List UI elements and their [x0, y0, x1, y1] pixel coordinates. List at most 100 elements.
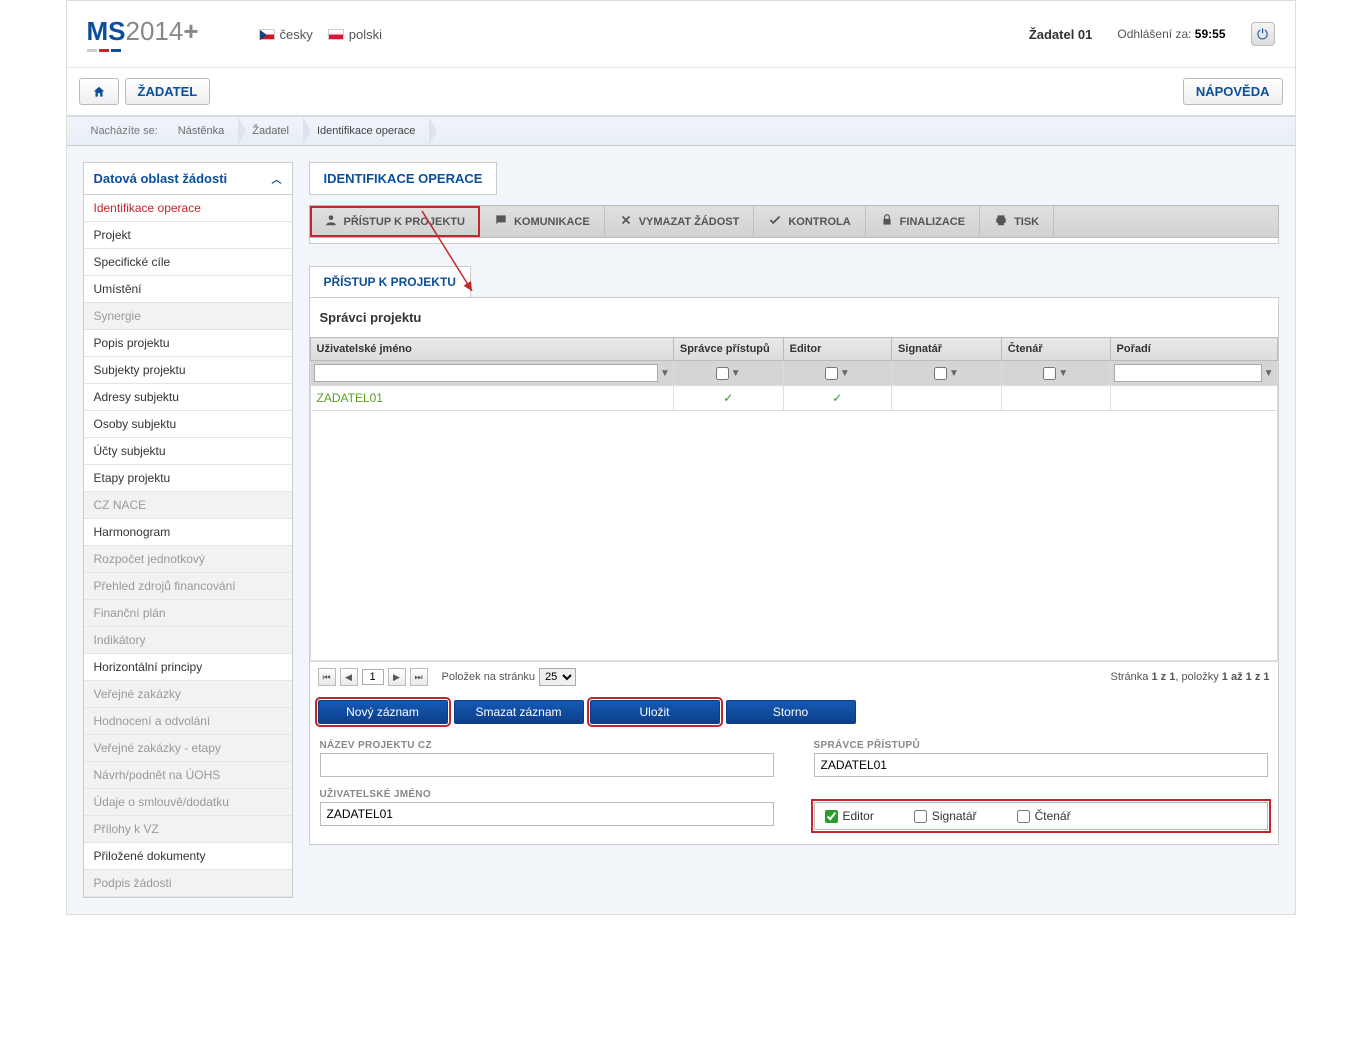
cell-ctenar	[1001, 386, 1110, 411]
language-switcher: česky polski	[259, 27, 382, 42]
table-header[interactable]: Správce přístupů	[673, 338, 783, 361]
sidebar-title: Datová oblast žádosti	[94, 171, 228, 186]
flag-pl-icon	[328, 29, 344, 40]
action-vymazat-žádost[interactable]: VYMAZAT ŽÁDOST	[605, 206, 755, 237]
logout-timer: Odhlášení za: 59:55	[1117, 27, 1225, 41]
sidebar-item[interactable]: Přiložené dokumenty	[84, 843, 292, 870]
sidebar-item[interactable]: Účty subjektu	[84, 438, 292, 465]
spravce-label: SPRÁVCE PŘÍSTUPŮ	[814, 740, 1268, 751]
filter-icon[interactable]: ▼	[660, 368, 670, 379]
role-ctenar-checkbox[interactable]	[1017, 810, 1030, 823]
lang-czech[interactable]: česky	[259, 27, 313, 42]
filter-signatar[interactable]	[934, 367, 947, 380]
cancel-button[interactable]: Storno	[726, 700, 856, 724]
sidebar-item[interactable]: Horizontální principy	[84, 654, 292, 681]
filter-icon[interactable]: ▼	[1264, 368, 1274, 379]
sidebar-item[interactable]: Umístění	[84, 276, 292, 303]
button-row: Nový záznam Smazat záznam Uložit Storno	[310, 692, 1278, 732]
main-content: IDENTIFIKACE OPERACE PŘÍSTUP K PROJEKTUK…	[309, 162, 1279, 898]
role-signatar-checkbox[interactable]	[914, 810, 927, 823]
role-editor-checkbox[interactable]	[825, 810, 838, 823]
action-kontrola[interactable]: KONTROLA	[754, 206, 865, 237]
section-tab[interactable]: IDENTIFIKACE OPERACE	[309, 162, 498, 195]
sidebar-item[interactable]: Harmonogram	[84, 519, 292, 546]
per-page-label: Položek na stránku	[442, 671, 536, 683]
filter-icon[interactable]: ▼	[949, 368, 959, 379]
cell-editor: ✓	[783, 386, 891, 411]
save-button[interactable]: Uložit	[590, 700, 720, 724]
table-header[interactable]: Editor	[783, 338, 891, 361]
sidebar-item[interactable]: Popis projektu	[84, 330, 292, 357]
project-name-input[interactable]	[320, 753, 774, 777]
cell-signatar	[892, 386, 1002, 411]
sidebar-item[interactable]: Subjekty projektu	[84, 357, 292, 384]
check-icon	[768, 213, 782, 230]
sidebar-header[interactable]: Datová oblast žádosti ︿	[84, 163, 292, 195]
filter-icon[interactable]: ▼	[840, 368, 850, 379]
sidebar-item: Indikátory	[84, 627, 292, 654]
filter-poradi[interactable]	[1114, 364, 1262, 382]
sidebar-item[interactable]: Adresy subjektu	[84, 384, 292, 411]
logo-prefix: MS	[87, 16, 126, 46]
filter-ctenar[interactable]	[1043, 367, 1056, 380]
chevron-up-icon: ︿	[272, 171, 282, 186]
breadcrumb-label: Nacházíte se:	[85, 117, 164, 145]
pager-prev[interactable]: ◀	[340, 668, 358, 686]
filter-username[interactable]	[314, 364, 658, 382]
sidebar-item[interactable]: Identifikace operace	[84, 195, 292, 222]
pager-page-input[interactable]	[362, 669, 384, 685]
lock-icon	[880, 213, 894, 230]
per-page-select[interactable]: 25	[539, 668, 576, 686]
sidebar-item: Přehled zdrojů financování	[84, 573, 292, 600]
table-header[interactable]: Pořadí	[1110, 338, 1277, 361]
home-button[interactable]	[79, 78, 119, 105]
breadcrumb-item[interactable]: Identifikace operace	[303, 117, 429, 145]
sub-tab[interactable]: PŘÍSTUP K PROJEKTU	[309, 266, 471, 298]
sidebar-item[interactable]: Projekt	[84, 222, 292, 249]
username-label: UŽIVATELSKÉ JMÉNO	[320, 789, 774, 800]
filter-editor[interactable]	[825, 367, 838, 380]
logo: MS2014+	[87, 16, 199, 52]
pager-next[interactable]: ▶	[388, 668, 406, 686]
action-bar: PŘÍSTUP K PROJEKTUKOMUNIKACEVYMAZAT ŽÁDO…	[309, 205, 1279, 238]
table-row[interactable]: ZADATEL01 ✓ ✓	[310, 386, 1277, 411]
pager-first[interactable]: ⏮	[318, 668, 336, 686]
table-header[interactable]: Signatář	[892, 338, 1002, 361]
action-finalizace[interactable]: FINALIZACE	[866, 206, 980, 237]
filter-icon[interactable]: ▼	[731, 368, 741, 379]
pager-last[interactable]: ⏭	[410, 668, 428, 686]
sidebar-item: Synergie	[84, 303, 292, 330]
sidebar-item: Finanční plán	[84, 600, 292, 627]
sidebar-item: Přílohy k VZ	[84, 816, 292, 843]
action-přístup-k-projektu[interactable]: PŘÍSTUP K PROJEKTU	[310, 206, 480, 237]
table-header[interactable]: Čtenář	[1001, 338, 1110, 361]
filter-spravce[interactable]	[716, 367, 729, 380]
home-icon	[92, 85, 106, 99]
zadatel-button[interactable]: ŽADATEL	[125, 78, 211, 105]
table-header[interactable]: Uživatelské jméno	[310, 338, 673, 361]
chat-icon	[494, 213, 508, 230]
breadcrumb-item[interactable]: Žadatel	[238, 117, 303, 145]
new-record-button[interactable]: Nový záznam	[318, 700, 448, 724]
username-input[interactable]	[320, 802, 774, 826]
spravce-input[interactable]	[814, 753, 1268, 777]
lang-polish[interactable]: polski	[328, 27, 382, 42]
lang-label: polski	[349, 27, 382, 42]
sidebar-item: Podpis žádosti	[84, 870, 292, 897]
action-tisk[interactable]: TISK	[980, 206, 1054, 237]
role-signatar[interactable]: Signatář	[914, 809, 977, 823]
filter-icon[interactable]: ▼	[1058, 368, 1068, 379]
sidebar-item[interactable]: Specifické cíle	[84, 249, 292, 276]
power-button[interactable]: ⏻	[1251, 22, 1275, 46]
delete-record-button[interactable]: Smazat záznam	[454, 700, 584, 724]
action-komunikace[interactable]: KOMUNIKACE	[480, 206, 605, 237]
sidebar-item: Údaje o smlouvě/dodatku	[84, 789, 292, 816]
breadcrumb-item[interactable]: Nástěnka	[164, 117, 238, 145]
sidebar-item[interactable]: Osoby subjektu	[84, 411, 292, 438]
sidebar-item: Rozpočet jednotkový	[84, 546, 292, 573]
help-button[interactable]: NÁPOVĚDA	[1183, 78, 1283, 105]
role-editor[interactable]: Editor	[825, 809, 874, 823]
user-name: Žadatel 01	[1029, 27, 1093, 42]
role-ctenar[interactable]: Čtenář	[1017, 809, 1071, 823]
sidebar-item[interactable]: Etapy projektu	[84, 465, 292, 492]
